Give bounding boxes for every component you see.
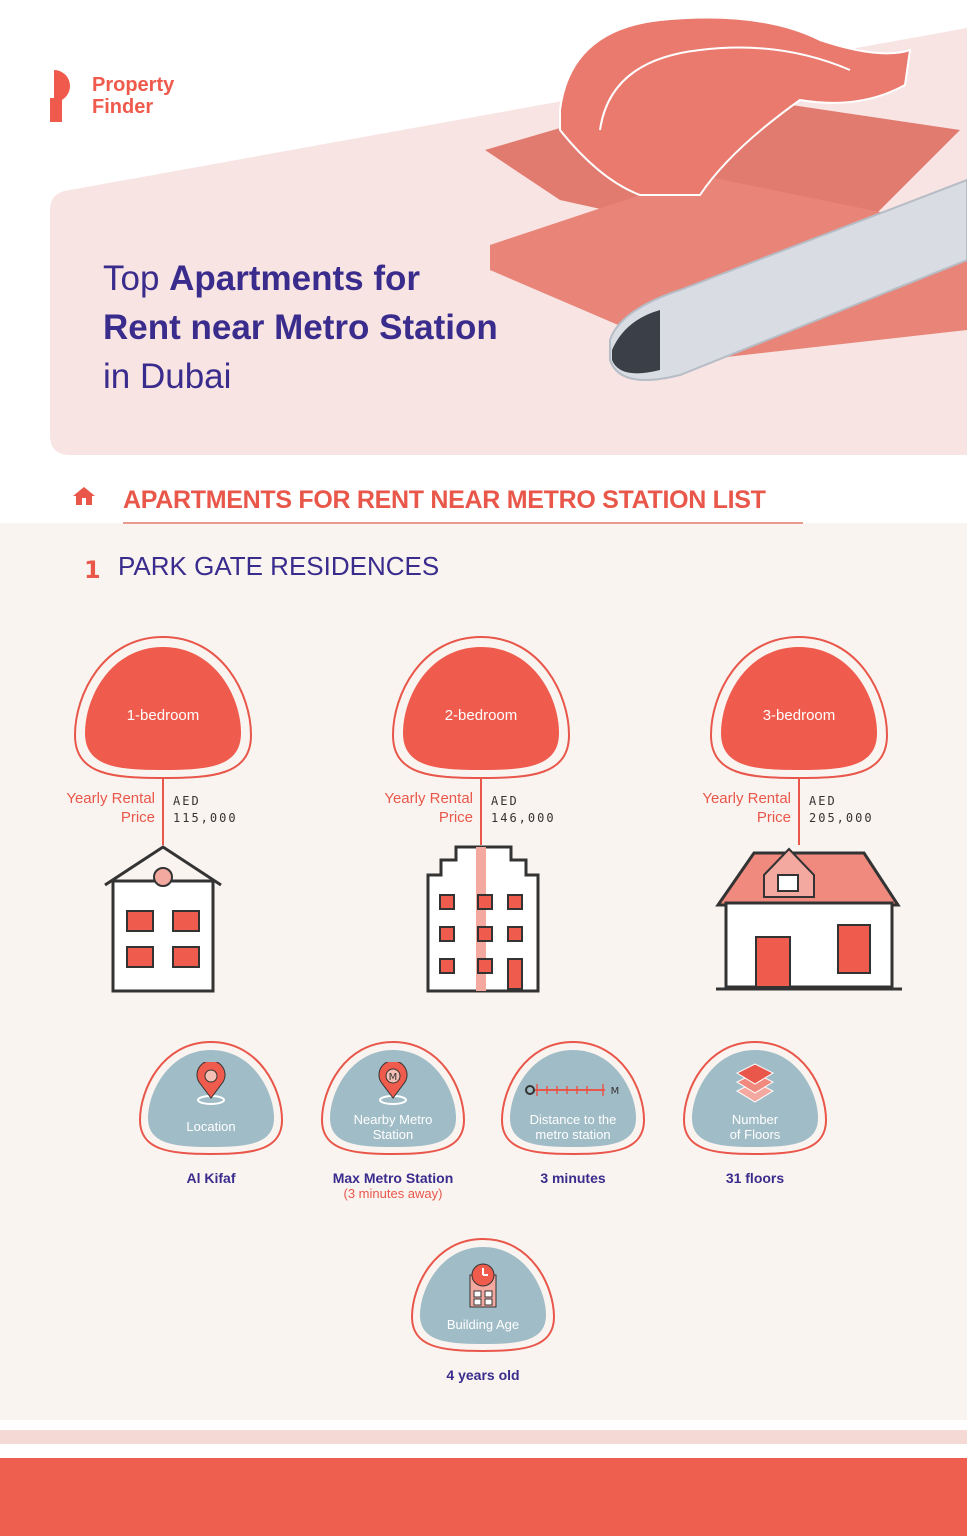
connector-line bbox=[480, 777, 482, 845]
detail-value: 3 minutes bbox=[540, 1170, 606, 1186]
small-house-icon bbox=[104, 845, 222, 993]
layers-icon bbox=[735, 1063, 775, 1103]
unit-card-1-bedroom: 1-bedroom Yearly Rental Price AED 115,000 bbox=[3, 635, 323, 1005]
unit-card-3-bedroom: 3-bedroom Yearly Rental Price AED 205,000 bbox=[639, 635, 959, 1005]
hero-background bbox=[50, 16, 967, 455]
section-heading: APARTMENTS FOR RENT NEAR METRO STATION L… bbox=[123, 486, 766, 514]
connector-line bbox=[798, 777, 800, 845]
apartment-building-icon bbox=[426, 845, 540, 993]
property-number: 1 bbox=[84, 556, 101, 584]
page-title-line2: Rent near Metro Station bbox=[103, 308, 498, 347]
price-label: Yearly Rental Price bbox=[384, 790, 473, 826]
metro-station-illustration bbox=[485, 16, 967, 381]
svg-text:M: M bbox=[389, 1072, 398, 1083]
detail-value: Max Metro Station bbox=[332, 1170, 454, 1186]
detail-value: 4 years old bbox=[446, 1367, 520, 1383]
footer-band bbox=[0, 1458, 967, 1536]
svg-text:M: M bbox=[611, 1086, 620, 1097]
detail-value: 31 floors bbox=[725, 1170, 785, 1186]
unit-card-2-bedroom: 2-bedroom Yearly Rental Price AED 146,000 bbox=[321, 635, 641, 1005]
detail-label: Building Age bbox=[446, 1317, 520, 1332]
detail-floors: Number of Floors 31 floors bbox=[665, 1040, 845, 1186]
connector-line bbox=[162, 777, 164, 845]
unit-blob bbox=[709, 635, 889, 780]
distance-ruler-icon: M bbox=[525, 1084, 620, 1097]
price-value: AED 115,000 bbox=[173, 794, 238, 825]
detail-label: Location bbox=[186, 1119, 236, 1134]
brand-name-line1: Property bbox=[92, 74, 175, 96]
price-label: Yearly Rental Price bbox=[702, 790, 791, 826]
page-title-line3: in Dubai bbox=[103, 357, 232, 396]
logo-mark-icon bbox=[50, 70, 70, 122]
detail-location: Location Al Kifaf bbox=[121, 1040, 301, 1186]
detail-blob bbox=[500, 1040, 646, 1156]
property-finder-logo[interactable]: Property Finder bbox=[50, 68, 174, 124]
detail-label: Nearby Metro Station bbox=[353, 1112, 433, 1142]
page-title-line1: Top Apartments for bbox=[103, 259, 421, 298]
family-house-icon bbox=[715, 847, 902, 991]
price-label: Yearly Rental Price bbox=[66, 790, 155, 826]
footer-stripe bbox=[0, 1430, 967, 1444]
detail-label: Number of Floors bbox=[729, 1112, 781, 1142]
price-value: AED 146,000 bbox=[491, 794, 556, 825]
unit-blob bbox=[73, 635, 253, 780]
section-divider bbox=[123, 522, 803, 524]
detail-nearby-metro: M Nearby Metro Station Max Metro Station … bbox=[303, 1040, 483, 1201]
unit-blob bbox=[391, 635, 571, 780]
metro-pin-icon: M bbox=[378, 1062, 408, 1105]
detail-value: Al Kifaf bbox=[186, 1170, 236, 1186]
price-value: AED 205,000 bbox=[809, 794, 874, 825]
brand-name-line2: Finder bbox=[92, 96, 154, 118]
property-name: PARK GATE RESIDENCES bbox=[118, 551, 440, 581]
building-clock-icon bbox=[469, 1263, 497, 1308]
detail-label: Distance to the metro station bbox=[529, 1112, 617, 1142]
detail-distance: M Distance to the metro station 3 minutes bbox=[483, 1040, 663, 1186]
location-pin-icon bbox=[196, 1062, 226, 1105]
detail-subvalue: (3 minutes away) bbox=[343, 1186, 443, 1201]
home-icon bbox=[73, 487, 95, 505]
detail-building-age: Building Age 4 years old bbox=[393, 1237, 573, 1383]
